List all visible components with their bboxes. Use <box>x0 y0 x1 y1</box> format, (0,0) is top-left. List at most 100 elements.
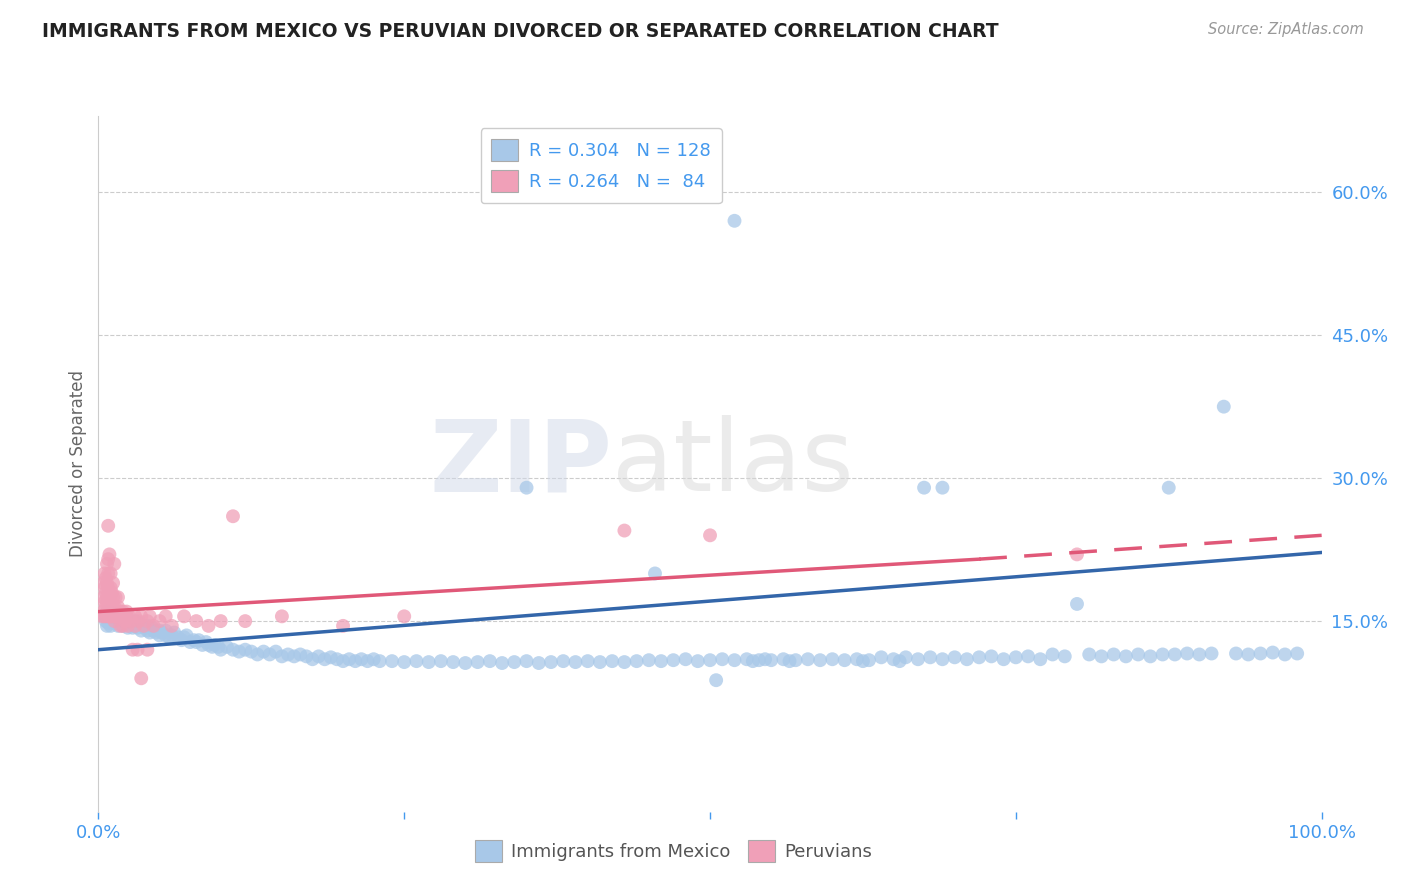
Point <box>1066 597 1088 611</box>
Point <box>326 652 349 666</box>
Point <box>150 625 173 640</box>
Point <box>155 609 177 624</box>
Point <box>834 653 856 667</box>
Point <box>186 635 208 649</box>
Point <box>1017 649 1039 664</box>
Point <box>704 673 727 688</box>
Point <box>96 609 118 624</box>
Point <box>155 628 177 642</box>
Point <box>337 652 360 666</box>
Point <box>110 615 132 630</box>
Point <box>197 638 219 652</box>
Point <box>626 654 648 668</box>
Point <box>136 614 159 628</box>
Point <box>98 609 121 624</box>
Point <box>173 630 195 644</box>
Point <box>209 642 232 657</box>
Point <box>101 609 124 624</box>
Point <box>94 571 117 585</box>
Point <box>97 615 120 630</box>
Point <box>114 615 136 630</box>
Point <box>821 652 844 666</box>
Point <box>107 591 129 605</box>
Point <box>270 609 294 624</box>
Point <box>103 599 125 614</box>
Point <box>240 644 263 658</box>
Point <box>134 621 156 635</box>
Point <box>120 615 142 630</box>
Point <box>139 609 162 624</box>
Point <box>100 595 122 609</box>
Point <box>741 654 763 668</box>
Point <box>967 650 990 665</box>
Point <box>127 621 149 635</box>
Point <box>613 655 636 669</box>
Point <box>129 609 152 624</box>
Point <box>118 619 141 633</box>
Legend: Immigrants from Mexico, Peruvians: Immigrants from Mexico, Peruvians <box>467 832 879 869</box>
Point <box>308 649 330 664</box>
Point <box>101 591 124 605</box>
Point <box>100 619 122 633</box>
Point <box>1237 648 1260 662</box>
Point <box>1115 649 1137 664</box>
Point <box>222 642 245 657</box>
Point <box>100 609 122 624</box>
Point <box>204 638 226 652</box>
Point <box>105 609 128 624</box>
Point <box>101 612 124 626</box>
Point <box>94 614 117 628</box>
Point <box>136 619 159 633</box>
Text: Source: ZipAtlas.com: Source: ZipAtlas.com <box>1208 22 1364 37</box>
Point <box>662 653 685 667</box>
Point <box>980 649 1002 664</box>
Point <box>233 642 256 657</box>
Point <box>136 624 159 638</box>
Point <box>97 581 120 595</box>
Point <box>785 653 807 667</box>
Point <box>183 633 205 648</box>
Point <box>754 652 776 666</box>
Point <box>748 653 770 667</box>
Point <box>94 585 117 599</box>
Point <box>392 655 416 669</box>
Point <box>186 614 208 628</box>
Point <box>1188 648 1211 662</box>
Point <box>675 652 697 666</box>
Point <box>128 615 150 630</box>
Point <box>228 644 250 658</box>
Point <box>1274 648 1296 662</box>
Point <box>233 614 256 628</box>
Point <box>852 654 875 668</box>
Point <box>114 614 136 628</box>
Point <box>100 614 122 628</box>
Point <box>121 621 143 635</box>
Point <box>129 624 152 638</box>
Point <box>129 671 152 685</box>
Point <box>1066 548 1088 562</box>
Point <box>110 619 132 633</box>
Point <box>467 655 489 669</box>
Point <box>1157 481 1180 495</box>
Point <box>956 652 979 666</box>
Point <box>110 609 132 624</box>
Point <box>105 609 128 624</box>
Point <box>111 614 134 628</box>
Point <box>145 625 167 640</box>
Point <box>176 628 198 642</box>
Point <box>104 615 127 630</box>
Point <box>124 614 146 628</box>
Text: ZIP: ZIP <box>429 416 612 512</box>
Point <box>101 615 124 630</box>
Point <box>1042 648 1064 662</box>
Point <box>111 612 134 626</box>
Point <box>110 605 132 619</box>
Point <box>392 609 416 624</box>
Point <box>1102 648 1125 662</box>
Point <box>912 481 935 495</box>
Point <box>553 654 575 668</box>
Point <box>870 650 893 665</box>
Point <box>96 595 118 609</box>
Point <box>111 609 134 624</box>
Point <box>883 652 905 666</box>
